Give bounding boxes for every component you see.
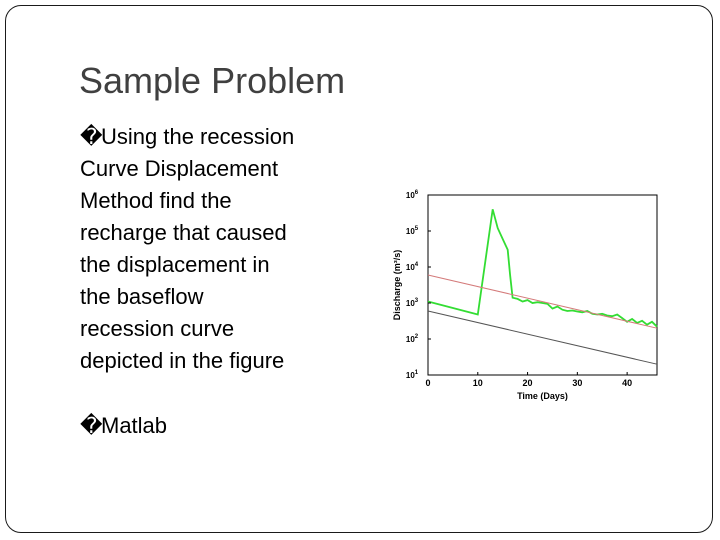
x-tick-label: 20: [523, 378, 533, 388]
y-tick-label: 105: [406, 226, 419, 236]
y-tick-label: 103: [406, 298, 419, 308]
bullet-matlab: �Matlab: [80, 410, 167, 442]
bullet-line: Using the recession: [101, 124, 295, 149]
hydrograph-line: [427, 209, 658, 328]
bullet-line: the displacement in: [80, 252, 270, 277]
bullet-recession-problem: �Using the recession Curve Displacement …: [80, 121, 380, 377]
x-tick-label: 10: [473, 378, 483, 388]
bullet-line: the baseflow: [80, 284, 204, 309]
y-tick-label: 106: [406, 190, 419, 200]
baseflow-recession-line: [427, 310, 658, 365]
y-tick-label: 102: [406, 334, 419, 344]
bullet-marker: �: [80, 413, 103, 438]
x-tick-label: 0: [425, 378, 430, 388]
displaced-recession-line: [427, 274, 658, 329]
bullet-line: recharge that caused: [80, 220, 287, 245]
bullet-line: Matlab: [101, 413, 168, 438]
y-tick-label: 104: [406, 262, 419, 272]
bullet-line: Method find the: [80, 188, 232, 213]
plot-area: [427, 194, 658, 376]
bullet-line: depicted in the figure: [80, 348, 285, 373]
slide-title: Sample Problem: [79, 60, 346, 101]
bullet-line: recession curve: [80, 316, 235, 341]
x-tick-label: 40: [622, 378, 632, 388]
bullet-line: Curve Displacement: [80, 156, 279, 181]
x-tick-label: 30: [572, 378, 582, 388]
x-axis-label: Time (Days): [517, 391, 568, 401]
y-axis-label: Discharge (m³/s): [392, 250, 402, 321]
bullet-marker: �: [80, 124, 103, 149]
y-tick-label: 101: [406, 370, 419, 380]
